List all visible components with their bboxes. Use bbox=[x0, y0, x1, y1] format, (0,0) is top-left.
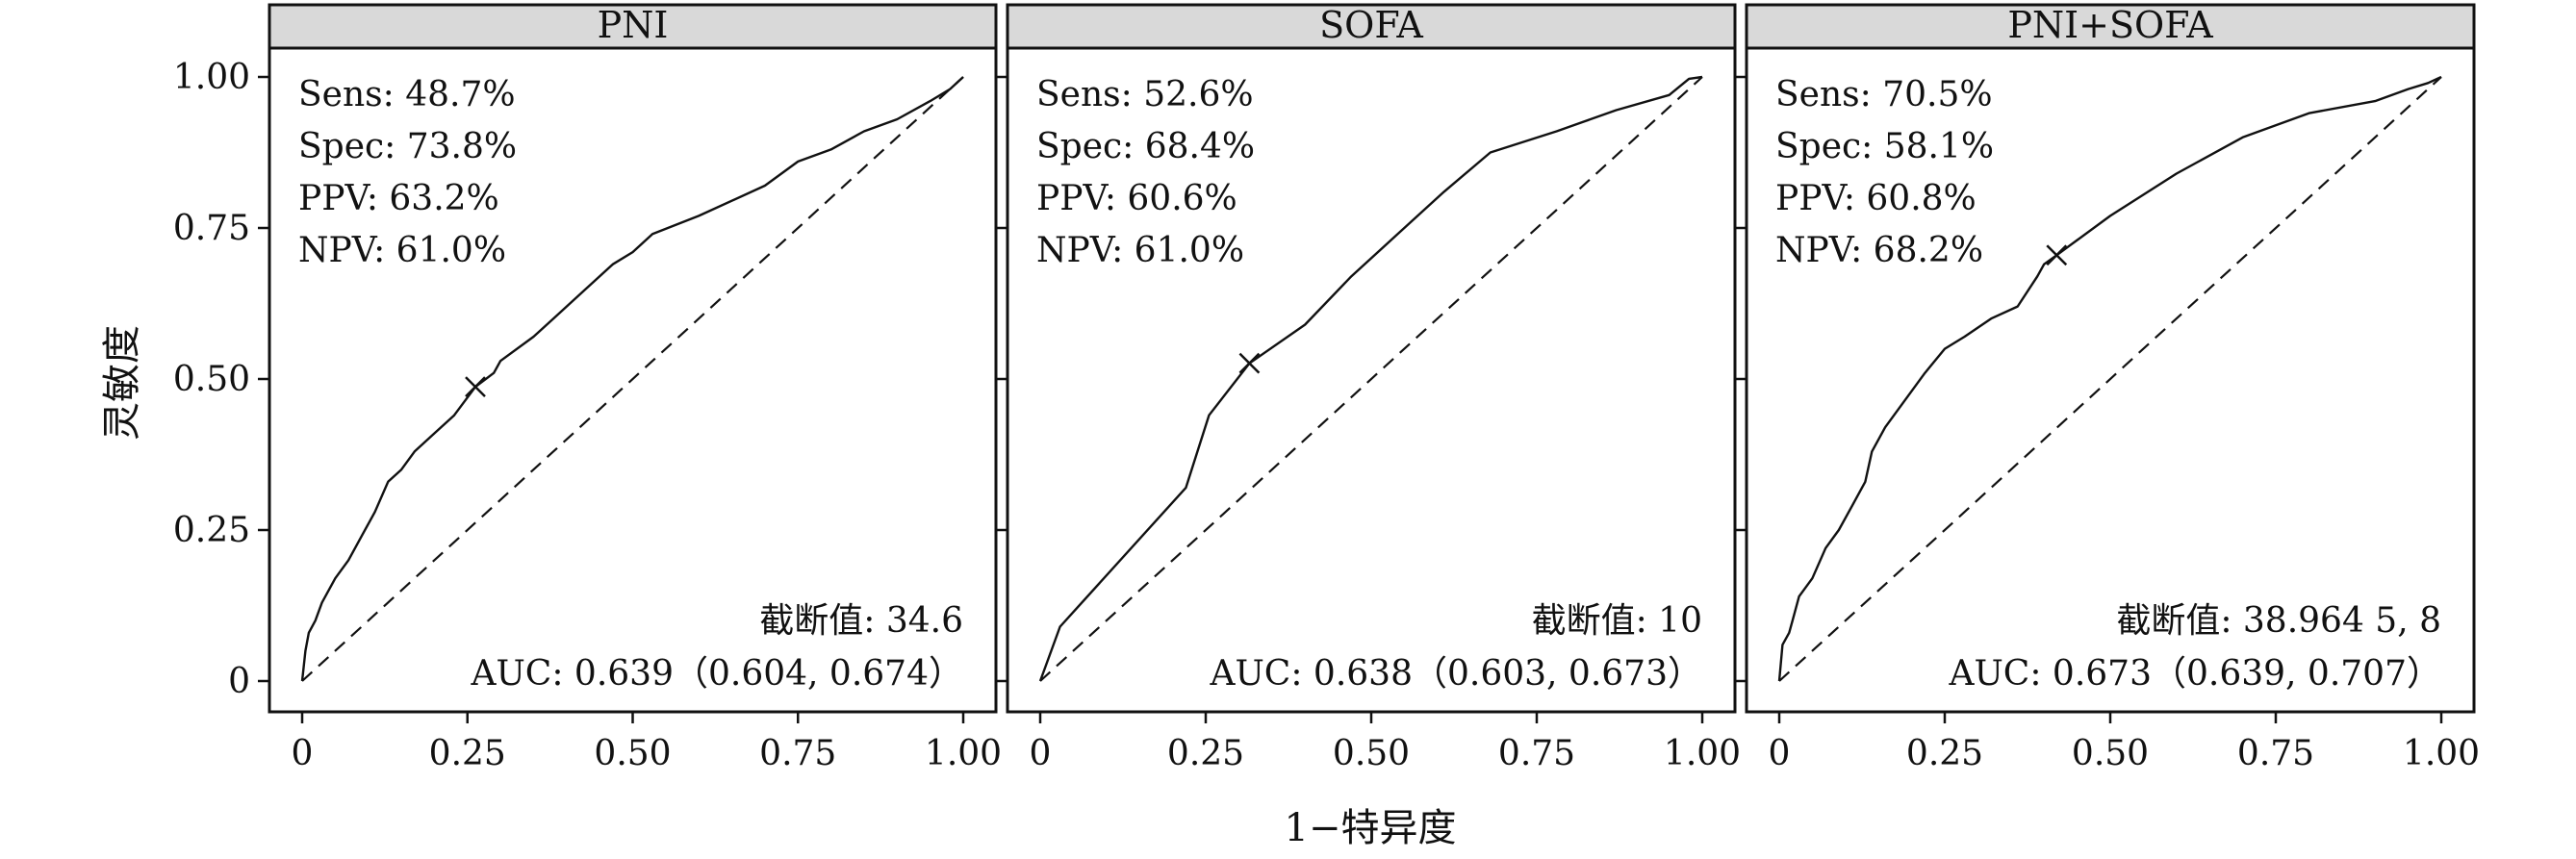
reference-diagonal bbox=[301, 76, 964, 682]
cutoff-label: 截断值: 34.6 bbox=[759, 601, 963, 641]
x-tick-label: 0 bbox=[1769, 734, 1791, 773]
stat-text: Sens: 52.6% bbox=[1036, 75, 1254, 114]
x-tick-label: 0.25 bbox=[1167, 734, 1244, 773]
panel-3: PNI+SOFA 0 0.25 0.50 0.75 1.00 Sens: 70.5% Spec… bbox=[1735, 3, 2480, 773]
stat-text: NPV: 68.2% bbox=[1775, 231, 1983, 270]
x-tick-label: 0.75 bbox=[1498, 734, 1575, 773]
x-tick-label: 0.75 bbox=[2237, 734, 2314, 773]
y-tick-label: 0.50 bbox=[173, 360, 250, 399]
x-tick-label: 1.00 bbox=[2403, 734, 2480, 773]
cutoff-marker-stroke bbox=[1238, 352, 1261, 374]
roc-curve bbox=[300, 76, 964, 682]
x-tick-label: 0.75 bbox=[759, 734, 836, 773]
x-tick-label: 0 bbox=[1030, 734, 1052, 773]
auc-label: AUC: 0.639（0.604, 0.674） bbox=[470, 654, 963, 694]
auc-label: AUC: 0.638（0.603, 0.673） bbox=[1209, 654, 1702, 694]
cutoff-marker bbox=[1238, 352, 1261, 374]
x-tick-label: 1.00 bbox=[925, 734, 1002, 773]
x-tick-label: 1.00 bbox=[1664, 734, 1741, 773]
stat-text: NPV: 61.0% bbox=[298, 231, 506, 270]
x-tick-label: 0.50 bbox=[594, 734, 671, 773]
y-tick-label: 0.75 bbox=[173, 209, 250, 248]
y-tick-label: 1.00 bbox=[173, 58, 250, 97]
y-tick-label: 0.25 bbox=[173, 511, 250, 550]
stat-text: NPV: 61.0% bbox=[1036, 231, 1244, 270]
panel-title: SOFA bbox=[1319, 4, 1423, 46]
stat-text: PPV: 60.8% bbox=[1775, 179, 1977, 218]
cutoff-marker-stroke bbox=[2046, 244, 2068, 266]
panel-strip bbox=[268, 3, 998, 50]
cutoff-marker-stroke bbox=[465, 376, 486, 398]
panel-2: SOFA 0 0.25 0.50 0.75 1.00 Sens: 52.6% Spec: 68… bbox=[996, 3, 1741, 773]
stat-text: Spec: 73.8% bbox=[298, 127, 517, 166]
x-tick-label: 0.50 bbox=[1333, 734, 1410, 773]
stat-text: PPV: 63.2% bbox=[298, 179, 499, 218]
x-tick-label: 0.25 bbox=[1906, 734, 1983, 773]
stat-text: Sens: 70.5% bbox=[1775, 75, 1993, 114]
y-axis-title: 灵敏度 bbox=[100, 325, 144, 441]
stat-text: Spec: 68.4% bbox=[1036, 127, 1255, 166]
cutoff-label: 截断值: 38.964 5, 8 bbox=[2116, 601, 2441, 641]
panel-strip bbox=[1745, 3, 2476, 50]
x-tick-label: 0 bbox=[292, 734, 314, 773]
cutoff-marker bbox=[2046, 244, 2068, 266]
x-tick-label: 0.25 bbox=[429, 734, 506, 773]
auc-label: AUC: 0.673（0.639, 0.707） bbox=[1948, 654, 2441, 694]
stat-text: PPV: 60.6% bbox=[1036, 179, 1237, 218]
x-axis-title: 1−特异度 bbox=[1285, 806, 1457, 850]
roc-curve bbox=[1038, 75, 1703, 682]
cutoff-marker bbox=[465, 376, 486, 398]
panel-1: PNI 0 0.25 0.50 0.75 1.00 0 0.25 0.50 0.75 1.00 Sen… bbox=[173, 3, 1002, 773]
y-tick-label: 0 bbox=[228, 662, 250, 701]
x-tick-label: 0.50 bbox=[2072, 734, 2149, 773]
panels: PNI 0 0.25 0.50 0.75 1.00 0 0.25 0.50 0.75 1.00 Sen… bbox=[173, 3, 2480, 773]
roc-curve bbox=[1777, 75, 2442, 682]
cutoff-label: 截断值: 10 bbox=[1532, 601, 1702, 641]
stat-text: Sens: 48.7% bbox=[298, 75, 516, 114]
reference-diagonal bbox=[1039, 76, 1703, 682]
reference-diagonal bbox=[1778, 76, 2442, 682]
stat-text: Spec: 58.1% bbox=[1775, 127, 1994, 166]
panel-title: PNI bbox=[598, 4, 669, 46]
panel-title: PNI+SOFA bbox=[2007, 4, 2213, 46]
